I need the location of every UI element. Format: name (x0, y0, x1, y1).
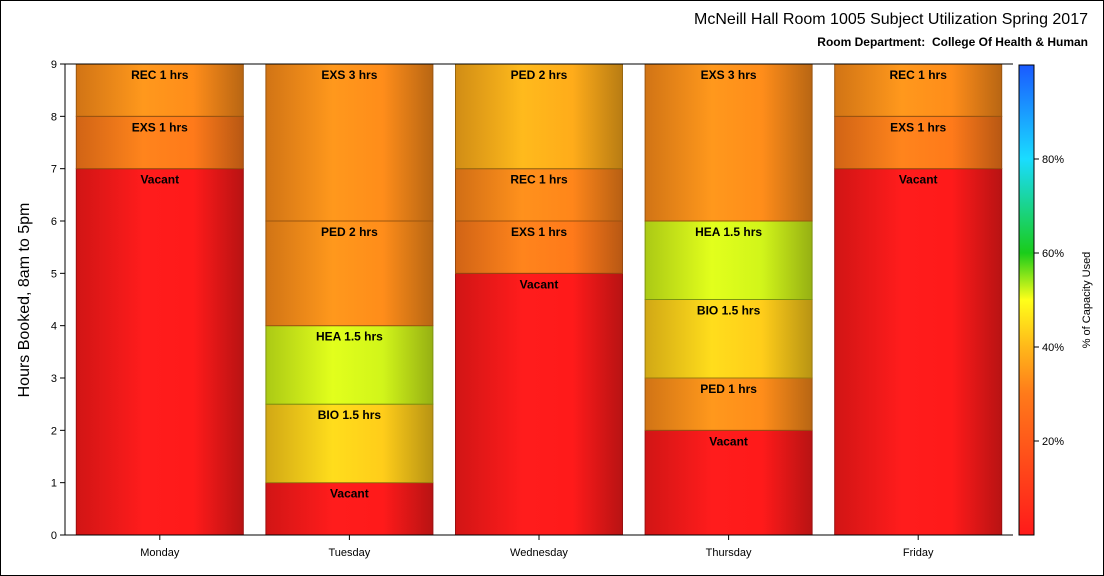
segment-label: Vacant (899, 173, 938, 187)
colorbar-tick-label: 40% (1042, 342, 1064, 354)
colorbar-gradient (1018, 64, 1035, 536)
y-tick-label: 9 (51, 59, 57, 71)
bar-segment (75, 168, 244, 536)
bar-monday: Vacant EXS 1 hrs REC 1 hrs (75, 63, 244, 536)
bar-segment (644, 377, 813, 431)
bar-segment (455, 220, 623, 274)
chart-subtitle: Room Department: College Of Health & Hum… (817, 35, 1088, 49)
colorbar-tick-label: 60% (1042, 248, 1064, 260)
x-tick-label: Monday (140, 547, 180, 559)
segment-label: REC 1 hrs (510, 173, 568, 187)
bar-segment (644, 429, 813, 536)
bar-segment (834, 168, 1003, 536)
bar-segment (455, 63, 623, 170)
bar-friday: Vacant EXS 1 hrs REC 1 hrs (834, 63, 1003, 536)
y-tick-label: 5 (51, 268, 57, 280)
y-tick-label: 7 (51, 164, 57, 176)
segment-label: PED 1 hrs (700, 382, 757, 396)
y-tick-label: 2 (51, 425, 57, 437)
segment-label: Vacant (140, 173, 179, 187)
segment-label: EXS 3 hrs (701, 68, 757, 82)
x-axis: Monday Tuesday Wednesday Thursday Friday (65, 63, 1013, 559)
segment-label: Vacant (520, 277, 559, 291)
segment-label: REC 1 hrs (890, 68, 948, 82)
segment-label: EXS 1 hrs (890, 120, 946, 134)
bar-segment (265, 403, 434, 484)
bar-segment (265, 325, 434, 405)
plot-area: Vacant EXS 1 hrs REC 1 hrs Vacant BIO 1.5 hr… (75, 63, 1003, 536)
y-tick-label: 1 (51, 478, 57, 490)
segment-label: EXS 3 hrs (321, 68, 377, 82)
colorbar-tick-label: 20% (1042, 436, 1064, 448)
chart-title: McNeill Hall Room 1005 Subject Utilizati… (694, 11, 1088, 28)
x-tick-label: Wednesday (510, 547, 568, 559)
bar-wednesday: Vacant EXS 1 hrs REC 1 hrs PED 2 hrs (455, 63, 623, 536)
colorbar-legend: 20% 40% 60% 80% % of Capacity Used (1018, 64, 1093, 536)
bar-segment (455, 272, 623, 536)
bar-segment (644, 220, 813, 300)
bar-tuesday: Vacant BIO 1.5 hrs HEA 1.5 hrs PED 2 hrs EXS… (265, 63, 434, 536)
y-tick-label: 3 (51, 373, 57, 385)
x-tick-label: Tuesday (329, 547, 371, 559)
bar-segment (644, 299, 813, 379)
segment-label: BIO 1.5 hrs (697, 304, 761, 318)
segment-label: REC 1 hrs (131, 68, 189, 82)
colorbar-title: % of Capacity Used (1081, 252, 1093, 349)
y-tick-label: 6 (51, 216, 57, 228)
colorbar-tick-label: 80% (1042, 154, 1064, 166)
bar-segment (834, 115, 1003, 170)
segment-label: Vacant (330, 487, 369, 501)
bar-segment (834, 63, 1003, 117)
y-tick-label: 8 (51, 111, 57, 123)
bar-segment (644, 63, 813, 222)
segment-label: PED 2 hrs (321, 225, 378, 239)
segment-label: Vacant (709, 434, 748, 448)
bar-thursday: Vacant PED 1 hrs BIO 1.5 hrs HEA 1.5 hrs EXS… (644, 63, 813, 536)
segment-label: EXS 1 hrs (511, 225, 567, 239)
segment-label: HEA 1.5 hrs (316, 330, 383, 344)
bar-segment (265, 63, 434, 222)
x-tick-label: Friday (903, 547, 934, 559)
segment-label: BIO 1.5 hrs (318, 408, 382, 422)
segment-label: HEA 1.5 hrs (695, 225, 762, 239)
y-tick-label: 4 (51, 321, 57, 333)
segment-label: PED 2 hrs (511, 68, 568, 82)
y-tick-label: 0 (51, 530, 57, 542)
segment-label: EXS 1 hrs (132, 120, 188, 134)
x-tick-label: Thursday (706, 547, 752, 559)
y-axis: 0 1 2 3 4 5 6 7 8 9 (51, 59, 66, 542)
bar-segment (265, 220, 434, 327)
